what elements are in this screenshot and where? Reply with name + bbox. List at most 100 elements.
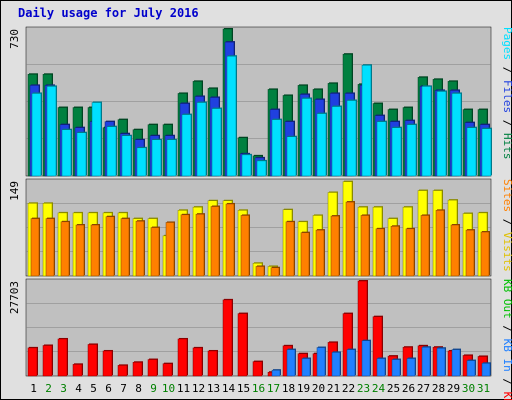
x-tick-label: 24 — [372, 382, 386, 395]
bar-pages-day-11 — [181, 114, 192, 177]
x-tick-label: 21 — [327, 382, 340, 395]
ymax-label-mid: 149 — [8, 181, 21, 201]
x-tick-label: 30 — [462, 382, 475, 395]
legend-pages: Pages — [501, 27, 512, 60]
bar-sites-day-23 — [360, 215, 370, 277]
bar-kb-f-day-8 — [132, 362, 143, 377]
bar-sites-day-6 — [105, 216, 115, 277]
bar-sites-day-21 — [330, 215, 340, 277]
x-tick-label: 6 — [105, 382, 112, 395]
bar-kb-in-day-28 — [436, 347, 446, 377]
bar-kb-f-day-10 — [162, 363, 173, 377]
bar-sites-day-28 — [435, 210, 445, 277]
x-tick-label: 25 — [387, 382, 400, 395]
legend-mid: Sites / Visits — [501, 179, 512, 272]
bar-pages-day-18 — [286, 136, 297, 177]
chart-title: Daily usage for July 2016 — [18, 6, 199, 20]
x-tick-label: 16 — [252, 382, 265, 395]
x-tick-label: 12 — [192, 382, 205, 395]
x-tick-label: 27 — [417, 382, 430, 395]
bar-pages-day-7 — [121, 135, 132, 177]
bar-kb-in-day-31 — [481, 363, 491, 377]
bar-sites-day-2 — [45, 218, 55, 277]
bar-kb-in-day-24 — [376, 358, 386, 377]
x-tick-label: 20 — [312, 382, 325, 395]
bar-pages-day-31 — [481, 128, 492, 177]
legend-sep: / — [501, 319, 512, 339]
x-tick-label: 2 — [45, 382, 52, 395]
bar-kb-in-day-23 — [361, 340, 371, 377]
bar-pages-day-12 — [196, 102, 207, 177]
legend-sep: / — [501, 212, 512, 232]
bar-pages-day-10 — [166, 139, 177, 177]
bar-pages-day-13 — [211, 108, 222, 177]
bar-pages-day-26 — [406, 124, 417, 177]
bar-pages-day-1 — [31, 93, 42, 177]
legend-visits: Visits — [501, 232, 512, 272]
bar-sites-day-10 — [165, 222, 175, 277]
bar-pages-day-29 — [451, 93, 462, 177]
bar-sites-day-26 — [405, 228, 415, 277]
bar-pages-day-3 — [61, 129, 72, 177]
bar-kb-f-day-12 — [192, 347, 203, 377]
bar-kb-in-day-30 — [466, 360, 476, 377]
x-tick-label: 11 — [177, 382, 190, 395]
bar-pages-day-28 — [436, 91, 447, 177]
bar-pages-day-20 — [316, 113, 327, 177]
bar-sites-day-30 — [465, 229, 475, 277]
bar-pages-day-25 — [391, 127, 402, 177]
bar-kb-f-day-7 — [117, 365, 128, 377]
bar-pages-day-19 — [301, 98, 312, 177]
bar-kb-in-day-27 — [421, 346, 431, 377]
bar-pages-day-2 — [46, 86, 57, 177]
bars — [27, 28, 492, 377]
bar-kb-f-day-6 — [102, 350, 113, 377]
bar-kb-in-day-22 — [346, 349, 356, 377]
svg-text:Sites / Visits: Sites / Visits — [501, 179, 512, 272]
x-tick-label: 29 — [447, 382, 460, 395]
bar-kb-in-day-25 — [391, 359, 401, 377]
x-tick-label: 8 — [135, 382, 142, 395]
bar-sites-day-20 — [315, 229, 325, 277]
bar-sites-day-17 — [270, 267, 280, 277]
legend-top: Pages / Files / Hits — [501, 27, 512, 160]
bar-kb-f-day-3 — [57, 338, 68, 377]
bar-pages-day-15 — [241, 154, 252, 177]
x-tick-label: 14 — [222, 382, 236, 395]
bar-sites-day-11 — [180, 214, 190, 277]
bar-pages-day-16 — [256, 160, 267, 177]
legend-bot: KB Out / KB In / KB F — [501, 279, 512, 400]
bar-sites-day-15 — [240, 215, 250, 277]
x-tick-label: 18 — [282, 382, 295, 395]
bar-kb-in-day-26 — [406, 358, 416, 377]
bar-pages-day-9 — [151, 139, 162, 177]
legend-hits: Hits — [501, 133, 512, 160]
x-tick-label: 13 — [207, 382, 220, 395]
x-tick-label: 28 — [432, 382, 445, 395]
x-tick-label: 1 — [30, 382, 37, 395]
bar-sites-day-25 — [390, 226, 400, 277]
x-axis-labels: 1 2 3 4 5 6 7 8 9 10 11 12 13 14 15 16 17 18 19 20 21 22 23 24 2… — [30, 382, 490, 395]
x-tick-label: 3 — [60, 382, 67, 395]
svg-text:KB Out / KB In / KB F: KB Out / KB In / KB F — [501, 279, 512, 400]
bar-sites-day-7 — [120, 218, 130, 277]
bar-kb-f-day-13 — [207, 350, 218, 377]
bar-kb-in-day-17 — [271, 369, 281, 377]
legend-sep: / — [501, 113, 512, 133]
bar-kb-f-day-2 — [42, 345, 53, 377]
bar-sites-day-22 — [345, 201, 355, 277]
bar-pages-day-22 — [346, 100, 357, 177]
bar-sites-day-3 — [60, 221, 70, 277]
bar-sites-day-19 — [300, 232, 310, 277]
ymax-label-top: 730 — [8, 29, 21, 49]
bar-pages-day-24 — [376, 121, 387, 177]
bar-pages-day-8 — [136, 147, 147, 177]
bar-sites-day-13 — [210, 206, 220, 277]
x-tick-label: 15 — [237, 382, 250, 395]
bar-kb-f-day-15 — [237, 313, 248, 377]
svg-text:Pages / Files / Hits: Pages / Files / Hits — [501, 27, 512, 160]
bar-sites-day-8 — [135, 220, 145, 277]
bar-kb-f-day-1 — [27, 347, 38, 377]
x-tick-label: 19 — [297, 382, 310, 395]
x-tick-label: 9 — [150, 382, 157, 395]
